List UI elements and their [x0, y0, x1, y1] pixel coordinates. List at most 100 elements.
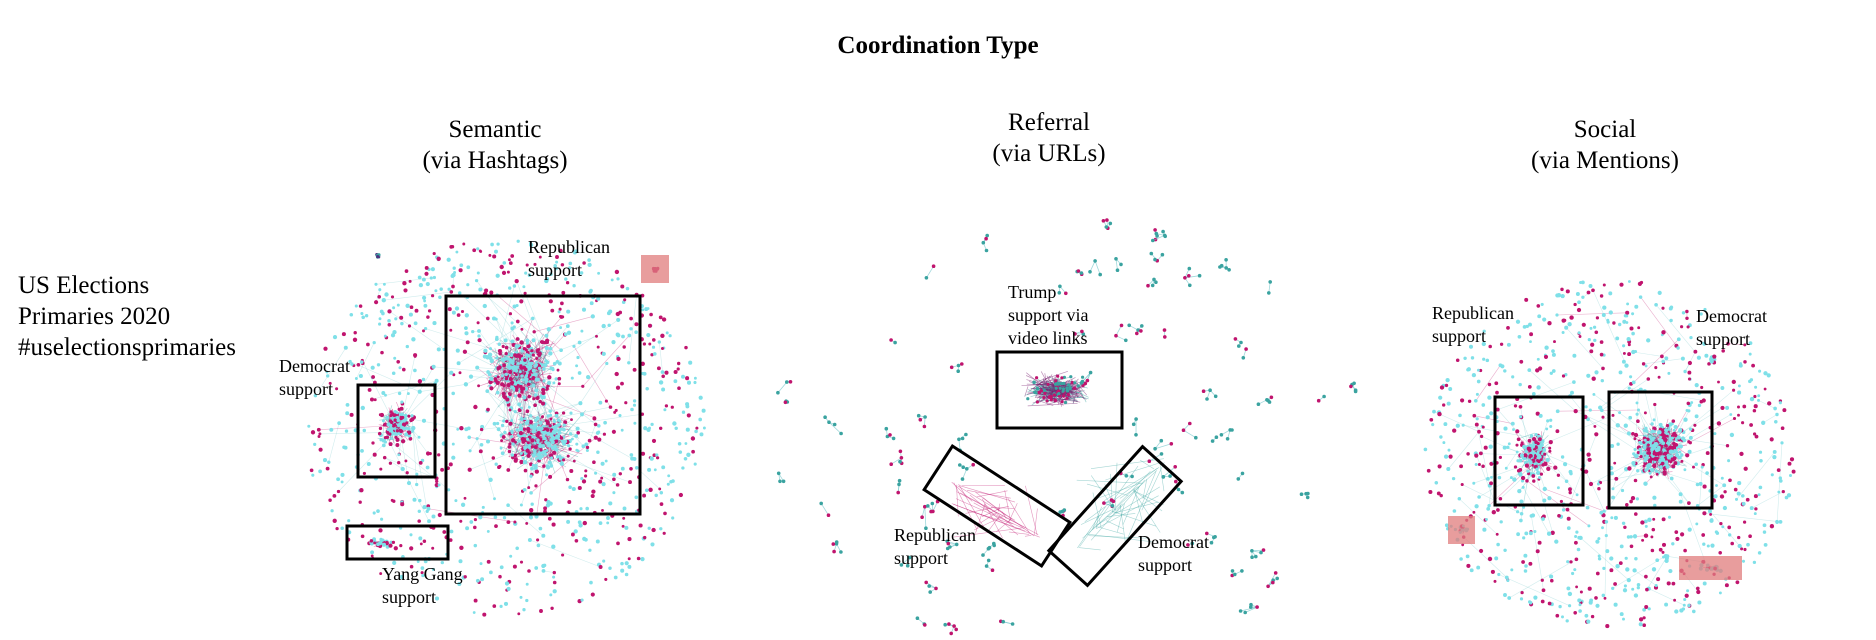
network-node	[1665, 423, 1670, 428]
network-node	[511, 359, 515, 363]
network-node	[585, 506, 589, 511]
network-edge	[777, 381, 788, 393]
network-node	[549, 417, 553, 421]
network-node	[1526, 469, 1530, 473]
network-node	[1709, 518, 1714, 523]
network-node	[499, 264, 504, 270]
network-node	[400, 400, 404, 404]
network-node	[416, 560, 420, 564]
network-node	[1586, 373, 1591, 378]
network-edge	[530, 437, 596, 494]
network-node	[514, 373, 518, 377]
network-node	[1589, 598, 1594, 603]
network-node	[482, 612, 487, 617]
network-node	[1762, 523, 1767, 528]
network-node	[503, 430, 507, 435]
network-edge	[990, 507, 1015, 509]
network-node	[778, 479, 782, 484]
network-node	[1577, 331, 1581, 335]
network-node	[529, 474, 533, 478]
network-node	[596, 296, 601, 301]
network-node	[1664, 602, 1669, 607]
network-node	[1534, 440, 1538, 445]
network-node	[1643, 411, 1647, 415]
network-node	[464, 331, 469, 336]
network-node	[459, 263, 464, 268]
network-node	[422, 329, 425, 333]
network-node	[671, 479, 675, 483]
network-node	[1602, 566, 1606, 571]
network-edge	[951, 481, 973, 502]
network-node	[558, 248, 563, 253]
network-edge	[1575, 410, 1651, 446]
network-node	[405, 471, 409, 475]
network-node	[1482, 357, 1486, 361]
network-node	[1515, 319, 1521, 324]
network-node	[1046, 382, 1050, 386]
network-node	[555, 436, 559, 440]
network-edge	[1475, 365, 1501, 401]
network-node	[618, 472, 622, 476]
network-node	[673, 379, 678, 384]
network-node	[1299, 492, 1304, 497]
network-node	[1611, 413, 1615, 417]
network-node	[531, 463, 535, 467]
network-node	[1737, 384, 1741, 388]
network-node	[552, 589, 557, 594]
network-node	[1528, 561, 1533, 566]
network-node	[370, 554, 374, 558]
network-edge	[1096, 495, 1159, 529]
network-node	[387, 309, 392, 314]
network-node	[463, 382, 469, 387]
network-node	[1631, 587, 1635, 591]
network-node	[985, 233, 989, 238]
network-edge	[962, 468, 968, 480]
network-node	[1647, 443, 1650, 447]
network-node	[651, 338, 656, 342]
network-node	[590, 314, 595, 319]
referral-title-line-1: Referral	[1008, 109, 1090, 136]
network-node	[389, 413, 393, 418]
network-node	[1054, 386, 1058, 390]
network-node	[1633, 593, 1639, 598]
network-node	[1742, 404, 1747, 409]
network-node	[611, 429, 616, 434]
network-edge	[1077, 386, 1087, 403]
network-node	[693, 462, 697, 466]
network-node	[1578, 335, 1582, 338]
network-edge	[509, 375, 513, 378]
network-node	[624, 572, 629, 577]
network-node	[1780, 426, 1785, 431]
network-node	[568, 261, 573, 266]
referral-panel-title: Referral (via URLs)	[899, 107, 1199, 169]
network-node	[1733, 487, 1738, 492]
network-node	[1026, 397, 1030, 401]
network-node	[526, 437, 530, 441]
network-node	[385, 415, 389, 420]
network-node	[1731, 379, 1736, 385]
network-node	[1542, 486, 1547, 492]
network-node	[534, 388, 539, 393]
network-node	[1493, 579, 1497, 583]
network-node	[552, 436, 557, 441]
network-node	[958, 463, 962, 467]
network-node	[393, 546, 398, 551]
network-edge	[1644, 391, 1658, 443]
network-node	[382, 455, 387, 460]
network-edge	[477, 367, 510, 394]
network-edge	[1539, 420, 1548, 447]
network-node	[1431, 423, 1435, 427]
network-node	[1160, 252, 1165, 257]
network-node	[624, 525, 629, 530]
network-node	[409, 305, 414, 310]
network-edge	[527, 334, 566, 375]
network-edge	[535, 420, 557, 450]
network-node	[392, 560, 397, 565]
network-node	[572, 459, 576, 463]
network-node	[1131, 422, 1136, 427]
network-edge	[1709, 511, 1740, 547]
network-node	[646, 307, 650, 310]
network-edge	[529, 415, 546, 427]
network-edge	[1086, 533, 1154, 543]
network-node	[1620, 488, 1625, 493]
